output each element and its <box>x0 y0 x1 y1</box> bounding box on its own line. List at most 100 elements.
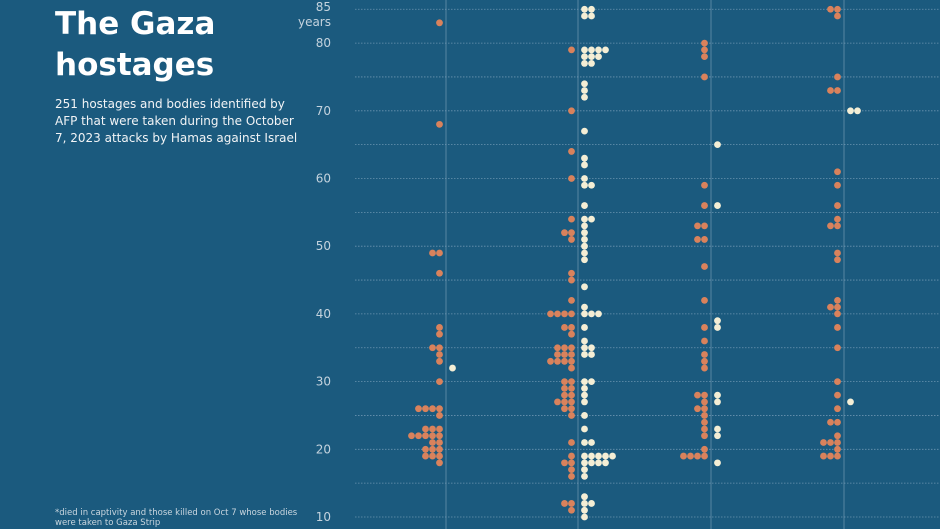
dead-dot <box>701 445 708 453</box>
alive-dot <box>588 181 595 189</box>
dead-dot <box>701 405 708 413</box>
y-tick-label: 60 <box>316 172 331 186</box>
dead-dot <box>834 168 841 176</box>
dead-dot <box>568 459 575 467</box>
dead-dot <box>701 236 708 243</box>
y-tick-label: 70 <box>316 104 331 118</box>
dead-dot <box>568 398 575 406</box>
alive-dot <box>581 324 588 331</box>
alive-dot <box>595 452 602 460</box>
alive-dot <box>581 127 588 135</box>
alive-dot <box>588 12 595 20</box>
dead-dot <box>561 398 568 406</box>
dead-dot <box>694 222 701 230</box>
alive-dot <box>581 452 588 460</box>
dead-dot <box>436 344 443 352</box>
dead-dot <box>422 452 429 460</box>
dead-dot <box>701 46 708 54</box>
dead-dot <box>701 357 708 365</box>
dead-dot <box>436 19 443 27</box>
alive-dot <box>581 466 588 474</box>
alive-dot <box>588 378 595 385</box>
dead-dot <box>436 120 443 128</box>
dead-dot <box>701 39 708 47</box>
alive-dot <box>581 249 588 257</box>
alive-dot <box>581 175 588 182</box>
dead-dot <box>701 296 708 304</box>
alive-dot <box>581 87 588 94</box>
dead-dot <box>415 405 422 413</box>
dead-dot <box>834 249 841 257</box>
alive-dot <box>581 222 588 230</box>
alive-dot <box>581 506 588 514</box>
dead-dot <box>436 351 443 358</box>
dead-dot <box>429 405 436 413</box>
alive-dot <box>588 452 595 460</box>
subtitle: 251 hostages and bodies identified by AF… <box>55 97 298 145</box>
alive-dot <box>581 303 588 311</box>
dead-dot <box>554 344 561 352</box>
dead-dot <box>701 202 708 209</box>
dead-dot <box>827 439 834 446</box>
y-tick-label: 30 <box>316 375 331 389</box>
dead-dot <box>568 466 575 474</box>
alive-dot <box>581 202 588 209</box>
alive-dot <box>588 351 595 358</box>
dead-dot <box>701 337 708 345</box>
dead-dot <box>408 432 415 440</box>
dead-dot <box>568 276 575 284</box>
dead-dot <box>701 412 708 419</box>
dead-dot <box>827 87 834 94</box>
alive-dot <box>581 5 588 13</box>
alive-dot <box>581 378 588 385</box>
dead-dot <box>561 310 568 318</box>
dead-dot <box>554 398 561 406</box>
dead-dot <box>415 432 422 440</box>
dead-dot <box>429 445 436 453</box>
dead-dot <box>834 405 841 413</box>
alive-dot <box>602 46 609 54</box>
alive-dot <box>581 412 588 419</box>
dead-dot <box>568 330 575 338</box>
dead-dot <box>568 412 575 419</box>
alive-dot <box>581 181 588 189</box>
alive-dot <box>581 229 588 237</box>
dead-dot <box>436 412 443 419</box>
dead-dot <box>834 256 841 264</box>
dead-dot <box>422 445 429 453</box>
alive-dot <box>581 60 588 67</box>
dead-dot <box>568 378 575 385</box>
dead-dot <box>701 263 708 270</box>
dead-dot <box>834 215 841 223</box>
alive-dot <box>581 344 588 352</box>
alive-dot <box>581 310 588 318</box>
dead-dot <box>429 249 436 257</box>
alive-dot <box>602 459 609 467</box>
alive-dot <box>714 141 721 149</box>
alive-dot <box>581 154 588 162</box>
alive-dot <box>581 425 588 433</box>
dead-dot <box>436 324 443 331</box>
dead-dot <box>834 202 841 209</box>
dead-dot <box>429 344 436 352</box>
dead-dot <box>561 391 568 399</box>
dead-dot <box>834 324 841 331</box>
dead-dot <box>568 296 575 304</box>
dead-dot <box>429 432 436 440</box>
alive-dot <box>714 432 721 440</box>
dots <box>408 5 861 521</box>
alive-dot <box>581 256 588 264</box>
dead-dot <box>429 425 436 433</box>
dead-dot <box>834 439 841 446</box>
dead-dot <box>568 310 575 318</box>
dead-dot <box>701 425 708 433</box>
dead-dot <box>436 459 443 467</box>
alive-dot <box>581 391 588 399</box>
alive-dot <box>714 398 721 406</box>
dead-dot <box>701 73 708 81</box>
alive-dot <box>714 459 721 467</box>
alive-dot <box>581 337 588 345</box>
alive-dot <box>581 398 588 406</box>
